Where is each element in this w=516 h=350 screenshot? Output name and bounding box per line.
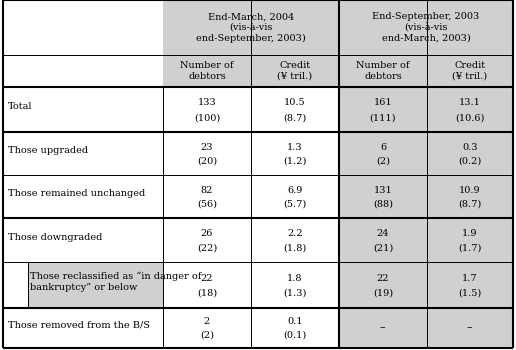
- Bar: [339, 218, 513, 262]
- Bar: [3, 262, 163, 308]
- Text: (21): (21): [373, 243, 393, 252]
- Bar: [3, 132, 163, 175]
- Text: (88): (88): [373, 200, 393, 209]
- Text: 0.3: 0.3: [462, 142, 478, 152]
- Text: (2): (2): [200, 331, 214, 340]
- Bar: [3, 175, 163, 218]
- Text: End-March, 2004
(vis-à-vis
end-September, 2003): End-March, 2004 (vis-à-vis end-September…: [196, 12, 306, 43]
- Text: End-September, 2003
(vis-à-vis
end-March, 2003): End-September, 2003 (vis-à-vis end-March…: [373, 12, 480, 43]
- Bar: [28, 262, 163, 308]
- Text: 1.9: 1.9: [462, 229, 478, 238]
- Text: (10.6): (10.6): [455, 113, 485, 122]
- Bar: [3, 218, 163, 262]
- Text: 23: 23: [201, 142, 213, 152]
- Bar: [339, 132, 513, 175]
- Bar: [163, 55, 339, 87]
- Bar: [339, 308, 513, 348]
- Text: 10.9: 10.9: [459, 186, 481, 195]
- Bar: [339, 175, 513, 218]
- Text: (1.7): (1.7): [458, 243, 482, 252]
- Bar: [339, 87, 513, 132]
- Text: Credit
(¥ tril.): Credit (¥ tril.): [453, 61, 488, 81]
- Text: 24: 24: [377, 229, 389, 238]
- Text: 161: 161: [374, 98, 392, 107]
- Bar: [163, 175, 339, 218]
- Bar: [163, 87, 339, 132]
- Bar: [339, 262, 513, 308]
- Text: Those downgraded: Those downgraded: [8, 232, 102, 241]
- Bar: [339, 55, 513, 87]
- Bar: [163, 308, 339, 348]
- Text: 82: 82: [201, 186, 213, 195]
- Text: 22: 22: [377, 274, 389, 282]
- Text: 13.1: 13.1: [459, 98, 481, 107]
- Text: 26: 26: [201, 229, 213, 238]
- Text: (1.3): (1.3): [283, 289, 307, 298]
- Text: 1.3: 1.3: [287, 142, 303, 152]
- Text: (1.2): (1.2): [283, 157, 307, 166]
- Bar: [3, 0, 163, 55]
- Text: 6.9: 6.9: [287, 186, 303, 195]
- Bar: [163, 132, 339, 175]
- Text: Those removed from the B/S: Those removed from the B/S: [8, 321, 150, 329]
- Text: Those reclassified as “in danger of
bankruptcy” or below: Those reclassified as “in danger of bank…: [30, 272, 201, 292]
- Text: 10.5: 10.5: [284, 98, 306, 107]
- Text: (0.1): (0.1): [283, 331, 307, 340]
- Text: 1.7: 1.7: [462, 274, 478, 282]
- Text: (111): (111): [370, 113, 396, 122]
- Text: (0.2): (0.2): [458, 157, 481, 166]
- Text: Number of
debtors: Number of debtors: [180, 61, 234, 81]
- Text: 133: 133: [198, 98, 216, 107]
- Text: (22): (22): [197, 243, 217, 252]
- Bar: [163, 262, 339, 308]
- Text: (5.7): (5.7): [283, 200, 307, 209]
- Text: Those upgraded: Those upgraded: [8, 146, 88, 155]
- Text: Credit
(¥ tril.): Credit (¥ tril.): [278, 61, 313, 81]
- Text: (8.7): (8.7): [458, 200, 481, 209]
- Bar: [339, 0, 513, 55]
- Text: --: --: [467, 323, 473, 332]
- Text: Number of
debtors: Number of debtors: [356, 61, 410, 81]
- Text: 2: 2: [204, 317, 210, 327]
- Bar: [3, 308, 163, 348]
- Bar: [3, 55, 163, 87]
- Text: 6: 6: [380, 142, 386, 152]
- Bar: [163, 218, 339, 262]
- Bar: [3, 262, 163, 308]
- Text: --: --: [380, 323, 386, 332]
- Text: (1.5): (1.5): [458, 289, 481, 298]
- Text: Total: Total: [8, 102, 33, 111]
- Text: 1.8: 1.8: [287, 274, 303, 282]
- Bar: [3, 87, 163, 132]
- Text: (1.8): (1.8): [283, 243, 307, 252]
- Text: (8.7): (8.7): [283, 113, 307, 122]
- Text: 22: 22: [201, 274, 213, 282]
- Text: (2): (2): [376, 157, 390, 166]
- Text: (100): (100): [194, 113, 220, 122]
- Text: 2.2: 2.2: [287, 229, 303, 238]
- Text: (56): (56): [197, 200, 217, 209]
- Text: 131: 131: [374, 186, 392, 195]
- Text: 0.1: 0.1: [287, 317, 303, 327]
- Text: (20): (20): [197, 157, 217, 166]
- Bar: [163, 0, 339, 55]
- Bar: [3, 262, 28, 308]
- Bar: [3, 262, 28, 308]
- Text: (18): (18): [197, 289, 217, 298]
- Text: (19): (19): [373, 289, 393, 298]
- Text: Those remained unchanged: Those remained unchanged: [8, 189, 145, 198]
